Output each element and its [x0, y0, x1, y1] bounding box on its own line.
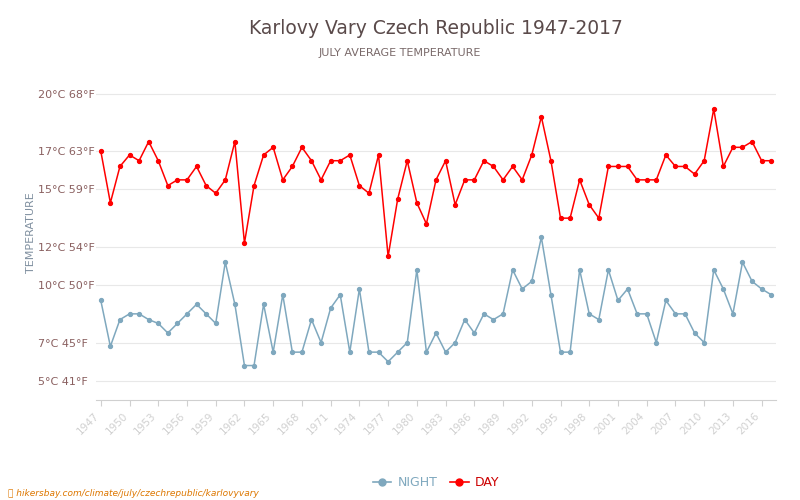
- Title: Karlovy Vary Czech Republic 1947-2017: Karlovy Vary Czech Republic 1947-2017: [249, 20, 623, 38]
- Legend: NIGHT, DAY: NIGHT, DAY: [367, 471, 505, 494]
- Text: JULY AVERAGE TEMPERATURE: JULY AVERAGE TEMPERATURE: [319, 48, 481, 58]
- Text: 🌡 hikersbay.com/climate/july/czechrepublic/karlovyvary: 🌡 hikersbay.com/climate/july/czechrepubl…: [8, 488, 259, 498]
- Y-axis label: TEMPERATURE: TEMPERATURE: [26, 192, 35, 273]
